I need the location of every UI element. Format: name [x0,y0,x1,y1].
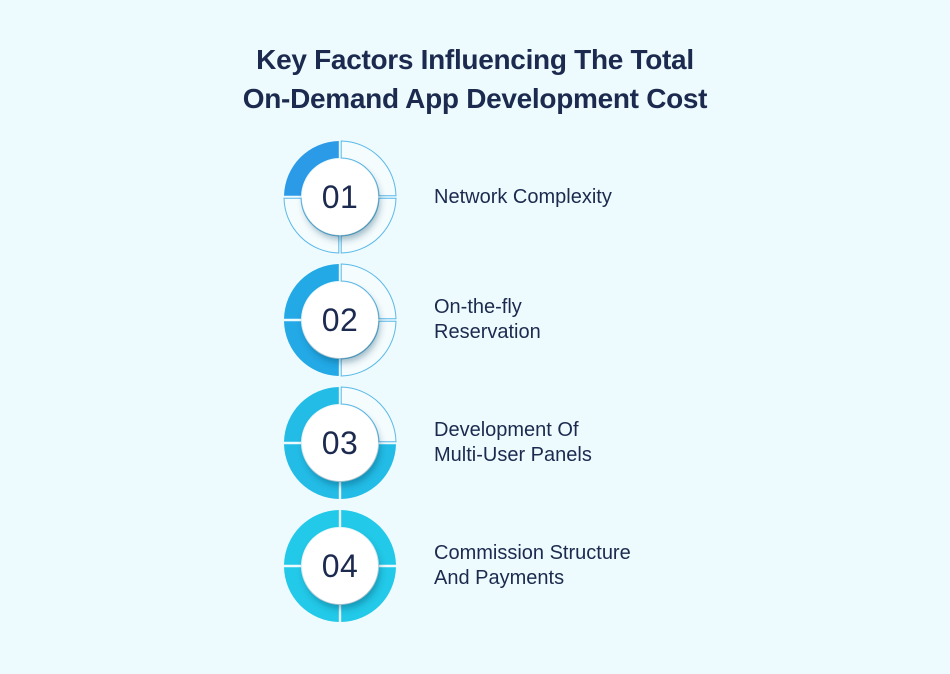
factor-label: On-the-fly Reservation [434,295,541,345]
title-line-1: Key Factors Influencing The Total [256,44,694,75]
title-line-2: On-Demand App Development Cost [242,83,708,114]
factor-label-line-2: Multi-User Panels [434,444,592,466]
factor-label-line-1: On-the-fly [434,296,522,318]
factor-label-line-1: Commission Structure [434,542,631,564]
factor-number: 02 [321,301,359,338]
factor-item: 02 On-the-fly Reservation [282,262,782,378]
factor-label: Commission Structure And Payments [434,541,631,591]
factor-number: 04 [321,547,359,584]
factor-item: 03 Development Of Multi-User Panels [282,385,782,501]
progress-ring-icon [283,140,397,254]
factor-number: 03 [321,424,359,461]
progress-ring-icon [284,510,396,622]
progress-ring-icon [284,386,397,499]
factor-label-line-2: And Payments [434,567,565,589]
factor-label: Development Of Multi-User Panels [434,418,592,468]
factor-label-line-1: Development Of [434,419,579,441]
progress-ring-icon [284,263,397,377]
factor-item: 01 Network Complexity [282,139,782,255]
factor-label-line-2: Reservation [434,321,541,343]
page-title: Key Factors Influencing The Total On-Dem… [0,40,950,118]
factor-number: 01 [321,178,359,215]
factor-item: 04 Commission Structure And Payments [282,508,782,624]
factor-label: Network Complexity [434,185,612,210]
factor-label-line-1: Network Complexity [434,186,612,208]
